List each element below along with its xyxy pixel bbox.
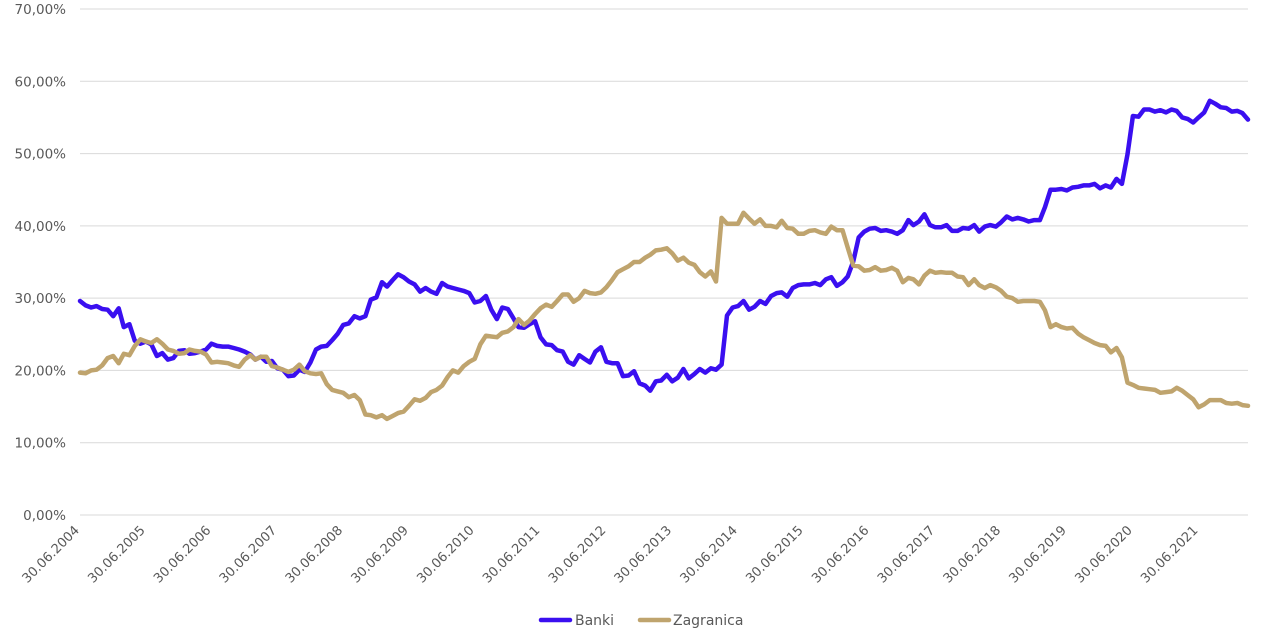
- x-tick-label: 30.06.2011: [480, 523, 543, 586]
- x-tick-label: 30.06.2017: [875, 523, 938, 586]
- legend-label-banki: Banki: [575, 613, 614, 629]
- x-tick-label: 30.06.2014: [678, 523, 741, 586]
- x-tick-label: 30.06.2009: [349, 523, 412, 586]
- x-tick-label: 30.06.2008: [283, 523, 346, 586]
- x-tick-label: 30.06.2013: [612, 523, 675, 586]
- y-tick-label: 40,00%: [15, 219, 67, 235]
- y-tick-label: 20,00%: [15, 363, 67, 379]
- y-tick-label: 70,00%: [15, 2, 67, 18]
- series-line-banki: [77, 98, 1251, 393]
- y-tick-label: 0,00%: [23, 508, 66, 524]
- y-tick-label: 50,00%: [15, 147, 67, 163]
- y-tick-label: 60,00%: [15, 74, 67, 90]
- x-tick-label: 30.06.2007: [217, 523, 280, 586]
- x-tick-label: 30.06.2004: [20, 523, 83, 586]
- x-tick-label: 30.06.2006: [151, 523, 214, 586]
- legend: Banki Zagranica: [538, 613, 743, 629]
- x-tick-label: 30.06.2015: [743, 523, 806, 586]
- x-tick-label: 30.06.2018: [941, 523, 1004, 586]
- x-axis-ticks: 30.06.2004 30.06.2005 30.06.2006 30.06.2007…: [20, 523, 1202, 586]
- x-tick-label: 30.06.2010: [414, 523, 477, 586]
- series-line-zagranica: [77, 210, 1251, 422]
- x-tick-label: 30.06.2020: [1072, 523, 1135, 586]
- y-tick-label: 10,00%: [15, 436, 67, 452]
- series-lines: [77, 98, 1251, 422]
- legend-label-zagranica: Zagranica: [673, 613, 743, 629]
- x-tick-label: 30.06.2021: [1138, 523, 1201, 586]
- y-axis-ticks: 0,00% 10,00% 20,00% 30,00% 40,00% 50,00% 60,00…: [15, 2, 67, 524]
- x-tick-label: 30.06.2005: [85, 523, 148, 586]
- x-tick-label: 30.06.2019: [1007, 523, 1070, 586]
- x-tick-label: 30.06.2016: [809, 523, 872, 586]
- gridlines: [80, 8, 1248, 516]
- y-tick-label: 30,00%: [15, 291, 67, 307]
- x-tick-label: 30.06.2012: [546, 523, 609, 586]
